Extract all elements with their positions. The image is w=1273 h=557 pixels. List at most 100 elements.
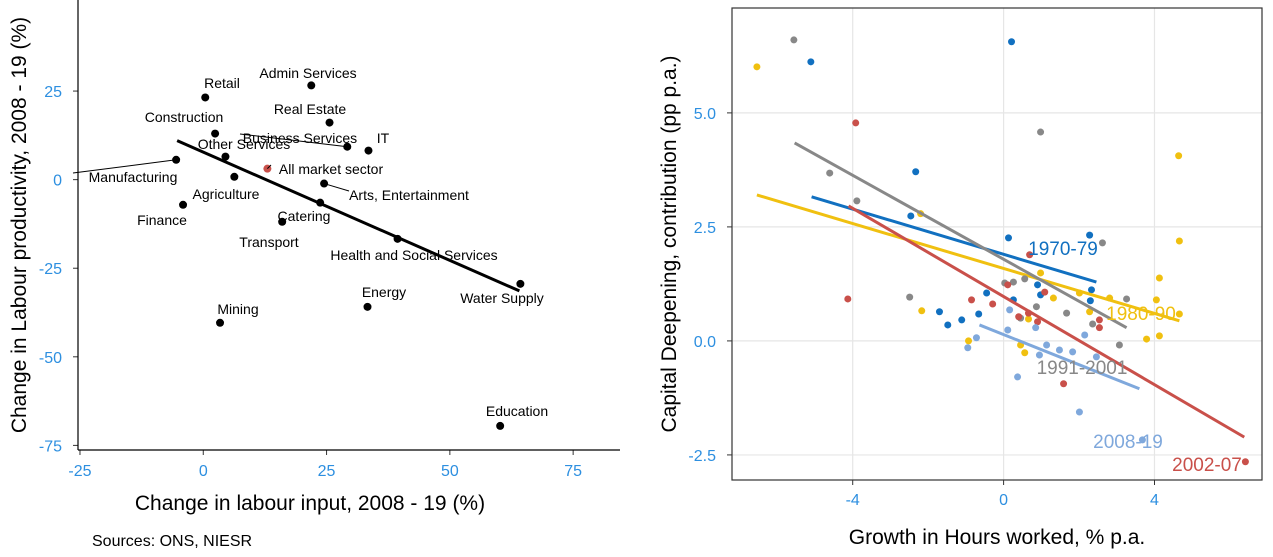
fit-line — [793, 141, 1128, 329]
point-label: Real Estate — [274, 101, 347, 117]
point-label: Energy — [362, 284, 406, 300]
point — [1043, 341, 1051, 349]
point — [1175, 310, 1183, 318]
point — [1055, 346, 1063, 354]
point — [211, 129, 220, 138]
point — [1024, 315, 1032, 323]
point — [1115, 341, 1123, 349]
series-label: 2008-19 — [1093, 432, 1163, 453]
x-tick-label: -4 — [846, 492, 860, 509]
point — [983, 289, 991, 297]
point — [964, 344, 972, 352]
point — [1095, 324, 1103, 332]
point — [364, 146, 373, 155]
point — [1026, 251, 1034, 259]
point — [1123, 295, 1131, 303]
x-tick-label: 0 — [999, 492, 1008, 509]
point — [1143, 335, 1151, 343]
x-tick-label: -25 — [68, 463, 91, 480]
point-label: Retail — [204, 75, 240, 91]
point-label: Construction — [145, 109, 224, 125]
y-tick-label: 2.5 — [694, 220, 716, 237]
point — [1087, 286, 1095, 294]
label-leader — [72, 159, 177, 174]
point — [753, 63, 761, 71]
point — [1049, 294, 1057, 302]
trend-line — [176, 139, 520, 293]
point — [1021, 349, 1029, 357]
point — [230, 172, 239, 181]
point — [1035, 351, 1043, 359]
point — [906, 293, 914, 301]
point — [853, 197, 861, 205]
point — [918, 307, 926, 315]
point — [1241, 458, 1249, 466]
point — [278, 217, 287, 226]
point — [1095, 316, 1103, 324]
point-label: Arts, Entertainment — [349, 187, 469, 203]
point — [1063, 309, 1071, 317]
point-label: Other Services — [198, 136, 291, 152]
point — [972, 334, 980, 342]
fit-line — [847, 204, 1246, 439]
label-leader — [323, 183, 350, 192]
point — [968, 296, 976, 304]
point-label: Mining — [217, 301, 258, 317]
point — [1086, 231, 1094, 239]
point — [1060, 380, 1068, 388]
point — [1014, 373, 1022, 381]
source-note: Sources: ONS, NIESR — [92, 533, 252, 550]
point — [912, 168, 920, 176]
point — [393, 234, 402, 243]
panel-border — [731, 7, 1263, 481]
x-tick-label: 25 — [318, 463, 336, 480]
point — [216, 318, 225, 327]
point — [1037, 128, 1045, 136]
point — [1098, 239, 1106, 247]
point — [1015, 313, 1023, 321]
point — [1155, 274, 1163, 282]
point — [958, 316, 966, 324]
point-label: Catering — [278, 208, 331, 224]
point — [1032, 303, 1040, 311]
label-leader — [239, 133, 348, 148]
point — [1004, 281, 1012, 289]
y-axis-title: Capital Deepening, contribution (pp p.a.… — [658, 55, 681, 432]
y-tick-label: 25 — [44, 84, 62, 101]
point-label: Health and Social Services — [330, 247, 497, 263]
y-tick-label: 0.0 — [694, 334, 716, 351]
point — [826, 169, 834, 177]
series-label: 1991-2001 — [1037, 358, 1128, 379]
x-tick-label: 0 — [199, 463, 208, 480]
point — [944, 321, 952, 329]
fit-line — [978, 323, 1140, 391]
point — [1081, 331, 1089, 339]
point — [844, 295, 852, 303]
point-label: IT — [377, 130, 390, 146]
point — [316, 198, 325, 207]
y-tick-label: -50 — [39, 350, 62, 367]
point — [325, 118, 334, 127]
point — [1009, 278, 1017, 286]
point — [1086, 297, 1094, 305]
point — [1175, 237, 1183, 245]
point — [807, 58, 815, 66]
point — [1034, 318, 1042, 326]
panel: -25 0 25 50 75 25 0 -25 -50 -75 Change in labour i… — [8, 0, 620, 550]
point — [1021, 275, 1029, 283]
point — [1034, 281, 1042, 289]
x-axis-title: Growth in Hours worked, % p.a. — [849, 526, 1145, 549]
point — [496, 421, 505, 430]
point — [1075, 408, 1083, 416]
y-tick-label: -75 — [39, 438, 62, 455]
point — [1155, 332, 1163, 340]
point — [221, 152, 230, 161]
y-tick-label: -25 — [39, 261, 62, 278]
point-label: Admin Services — [259, 65, 356, 81]
point — [1041, 288, 1049, 296]
point-label: All market sector — [279, 161, 384, 177]
x-tick-label: 75 — [564, 463, 582, 480]
point — [1175, 152, 1183, 160]
point — [179, 200, 188, 209]
